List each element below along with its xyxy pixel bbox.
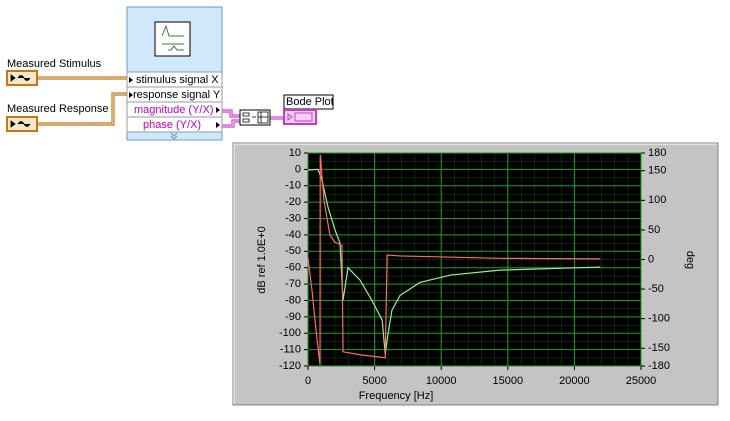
control-label: Measured Response (7, 103, 109, 115)
control-label: Measured Stimulus (7, 58, 102, 70)
x-tick-label: 5000 (362, 375, 386, 387)
minor-grid (308, 153, 641, 366)
x-tick-label: 15000 (493, 375, 524, 387)
terminal-label: magnitude (Y/X) (134, 104, 213, 116)
terminal-label: response signal Y (133, 89, 221, 101)
terminal-rows (126, 71, 223, 133)
y2-tick-label: -100 (648, 313, 670, 325)
wire (37, 92, 127, 126)
y-tick-label: -110 (280, 344, 301, 356)
y2-axis-label: deg (684, 251, 696, 269)
terminal-label: stimulus signal X (136, 74, 219, 86)
panel-bevel (233, 143, 717, 404)
y2-tick-label: 50 (648, 224, 660, 236)
y-tick-label: 0 (295, 163, 301, 175)
y-tick-label: -10 (285, 180, 301, 192)
x-tick-label: 10000 (426, 375, 457, 387)
x-tick-label: 20000 (559, 375, 590, 387)
y-tick-label: -70 (285, 278, 301, 290)
y2-tick-label: 0 (648, 253, 654, 265)
y2-tick-label: -50 (648, 283, 664, 295)
x-tick-label: 0 (305, 375, 311, 387)
y-tick-label: -80 (285, 294, 301, 306)
y-tick-label: -40 (285, 229, 301, 241)
wire (37, 76, 127, 80)
y-tick-label: -60 (285, 262, 301, 274)
wire (222, 109, 284, 128)
y-tick-label: -90 (285, 311, 301, 323)
vi-icon-art (161, 24, 184, 51)
terminal-icon (10, 74, 31, 82)
y2-tick-label: 100 (648, 194, 666, 206)
expand-arrow[interactable] (170, 132, 178, 140)
x-axis-label: Frequency [Hz] (359, 390, 434, 402)
y-axis-label: dB ref 1.0E+0 (256, 226, 268, 294)
y2-tick-label: 150 (648, 165, 666, 177)
plot-line (307, 168, 601, 355)
y2-tick-label: -180 (648, 360, 670, 372)
plots (307, 154, 601, 365)
indicator-label: Bode Plot (286, 96, 334, 108)
y-tick-label: -120 (279, 360, 301, 372)
y-tick-label: -30 (285, 212, 301, 224)
y2-tick-label: -150 (648, 342, 670, 354)
x-tick-label: 25000 (626, 375, 657, 387)
grid (304, 152, 645, 370)
terminal-label: phase (Y/X) (143, 119, 201, 131)
y2-tick-label: 180 (648, 147, 666, 159)
build-array-icon (242, 111, 269, 124)
terminal-icon (10, 120, 31, 128)
vi-icon (154, 21, 191, 57)
indicator-icon (287, 112, 313, 122)
build-array[interactable] (239, 109, 271, 126)
y-tick-label: 10 (289, 147, 301, 159)
plot-line (307, 154, 601, 365)
indicator-terminal[interactable] (283, 109, 317, 125)
y-tick-label: -100 (279, 327, 301, 339)
y-tick-label: -20 (285, 196, 301, 208)
y-tick-label: -50 (285, 245, 301, 257)
